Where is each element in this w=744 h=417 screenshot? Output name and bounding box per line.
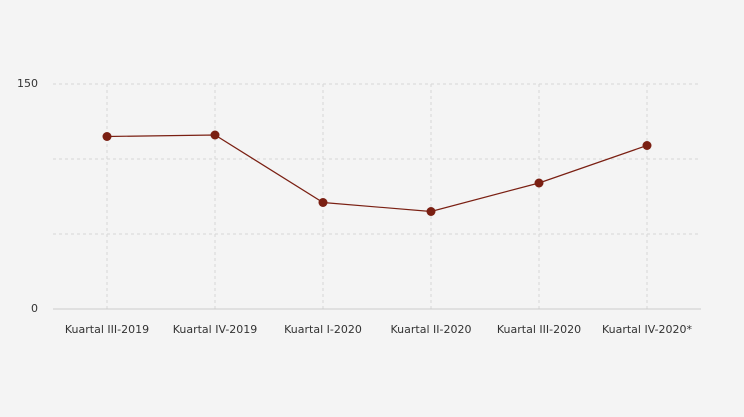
x-tick-label: Kuartal III-2020 <box>497 323 581 336</box>
x-tick-label: Kuartal IV-2020* <box>602 323 693 336</box>
point <box>210 130 220 140</box>
x-tick-label: Kuartal I-2020 <box>284 323 362 336</box>
y-tick-label: 0 <box>31 302 38 315</box>
point <box>318 198 328 207</box>
point <box>426 207 436 216</box>
y-tick-label: 150 <box>17 77 38 90</box>
point <box>102 132 112 141</box>
line <box>106 134 648 213</box>
point <box>642 141 652 150</box>
x-tick-label: Kuartal III-2019 <box>65 323 149 336</box>
point <box>534 178 544 188</box>
x-tick-label: Kuartal II-2020 <box>391 323 472 336</box>
x-tick-label: Kuartal IV-2019 <box>173 323 258 336</box>
